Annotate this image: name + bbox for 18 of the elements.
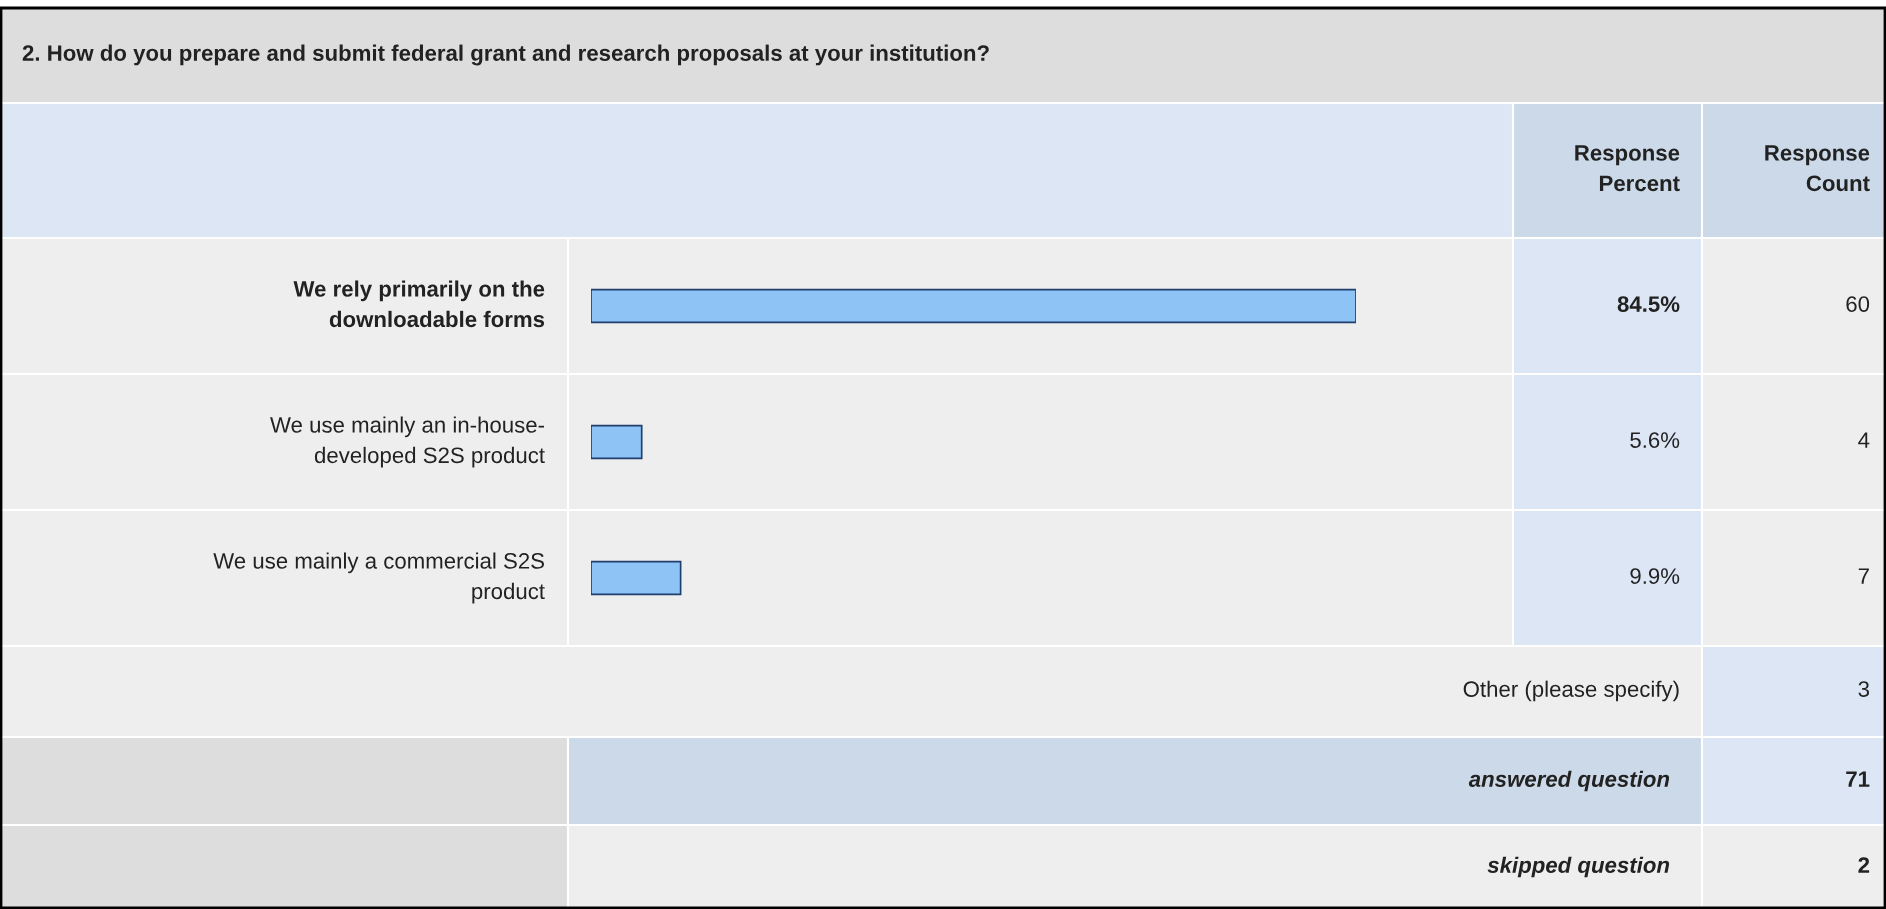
text: 3 — [1858, 681, 1870, 697]
y-tick-label: We use mainly an in-house- developed S2S product — [270, 416, 545, 468]
chart-title: 2. How do you prepare and submit federal grant and research proposals at your institution? — [22, 44, 989, 66]
text: skipped question — [1487, 856, 1670, 878]
text: 4 — [1858, 432, 1870, 448]
text: 7 — [1858, 568, 1869, 584]
text: Response Percent — [1575, 145, 1680, 192]
text: 71 — [1846, 771, 1870, 787]
y-tick-label: We rely primarily on the downloadable forms — [293, 280, 545, 328]
text: 2 — [1858, 857, 1870, 873]
text: answered question — [1468, 770, 1670, 792]
data-label: 5.6% — [1630, 432, 1680, 448]
data-label: 84.5% — [1617, 296, 1680, 312]
data-label: 9.9% — [1630, 568, 1680, 584]
text: Response Count — [1765, 145, 1870, 192]
text: 60 — [1846, 296, 1870, 312]
text: Other (please specify) — [1463, 680, 1679, 702]
y-tick-label: We use mainly a commercial S2S product — [213, 552, 545, 604]
